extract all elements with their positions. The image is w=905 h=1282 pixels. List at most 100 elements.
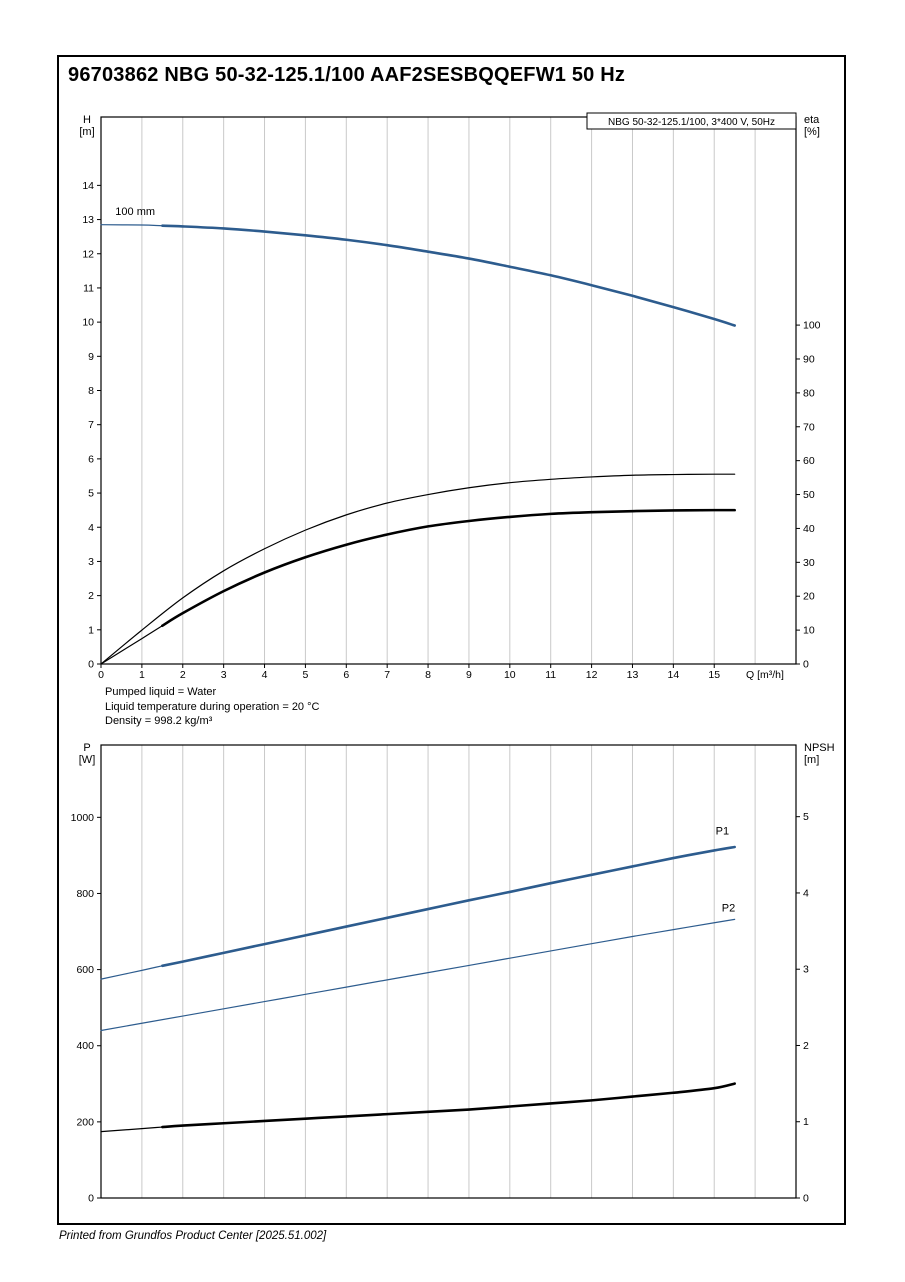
series-head-curve-100mm: 100 mm [100,206,736,327]
left-tick-label: 800 [76,888,94,900]
right-tick-label: 50 [803,489,815,501]
page-title: 96703862 NBG 50-32-125.1/100 AAF2SESBQQE… [68,64,626,86]
right-tick-label: 2 [803,1040,809,1052]
right-tick-label: 30 [803,557,815,569]
series-npsh [100,1082,736,1133]
series-line-thin-eta-pump-motor [100,509,736,665]
series-line-head-curve-100mm [161,224,736,327]
left-axis-title: H [83,114,91,126]
left-tick-label: 10 [82,317,94,329]
series-line-eta-pump-motor [161,508,736,628]
right-axis-ticks: 0 10 20 30 40 50 60 70 80 90 100 eta[%] [796,114,821,671]
plot-border [100,744,797,1199]
right-axis-title: NPSH [804,742,835,754]
x-tick-label: 0 [98,669,104,681]
right-tick-label: 0 [803,1193,809,1205]
right-tick-label: 70 [803,421,815,433]
x-tick-label: 5 [302,669,308,681]
left-tick-label: 2 [88,590,94,602]
left-tick-label: 8 [88,385,94,397]
right-tick-label: 3 [803,964,809,976]
info-density: Density = 998.2 kg/m³ [105,715,213,727]
left-tick-label: 11 [83,282,94,294]
left-axis-title: P [83,742,90,754]
x-tick-label: 15 [708,669,720,681]
x-tick-label: 13 [627,669,639,681]
x-tick-label: 10 [504,669,516,681]
gridlines [141,117,756,664]
right-tick-label: 80 [803,387,815,399]
annotation-head-curve-100mm: 100 mm [115,206,155,218]
right-axis-ticks: 0 1 2 3 4 5 NPSH[m] [796,742,835,1205]
left-tick-label: 0 [88,1193,94,1205]
left-tick-label: 1000 [71,812,95,824]
annotation-p2: P2 [722,903,735,915]
performance-chart-h-q-eta: 0 1 2 3 4 5 6 7 8 9 10 11 12 13 14 15 Q [m³/h]0123456789… [79,112,821,681]
info-liquid-temperature: Liquid temperature during operation = 20… [105,700,320,713]
power-npsh-chart: 0 200 400 600 800 1000 P[W] 0 1 2 3 4 5 NPSH[m] P1 P2 [71,742,835,1205]
x-tick-label: 12 [586,669,598,681]
right-axis-title: [m] [804,754,819,766]
series-eta-pump-motor [100,508,736,665]
x-tick-label: 11 [545,669,556,681]
left-axis-title: [m] [79,126,94,138]
x-tick-label: 7 [384,669,390,681]
series-line-eta-pump [100,473,736,665]
left-tick-label: 7 [88,419,94,431]
series-line-p1 [161,845,736,968]
x-tick-label: 9 [466,669,472,681]
footer-note: Printed from Grundfos Product Center [20… [59,1230,327,1242]
right-tick-label: 40 [803,523,815,535]
x-tick-label: 14 [668,669,680,681]
series-line-thin-head-curve-100mm [100,224,736,327]
left-tick-label: 12 [82,248,94,260]
right-tick-label: 10 [803,625,815,637]
x-axis-ticks: 0 1 2 3 4 5 6 7 8 9 10 11 12 13 14 15 Q [m³/h] [98,664,784,681]
liquid-info-block: Pumped liquid = Water Liquid temperature… [105,685,319,729]
left-tick-label: 3 [88,556,94,568]
right-tick-label: 60 [803,455,815,467]
right-axis-title: [%] [804,126,820,138]
gridlines [141,745,756,1198]
left-tick-label: 200 [76,1116,94,1128]
x-axis-label: Q [m³/h] [746,669,784,681]
series-p2: P2 [100,903,735,1032]
x-tick-label: 4 [262,669,268,681]
x-tick-label: 8 [425,669,431,681]
series-eta-pump [100,473,736,665]
chart-hq: 0 1 2 3 4 5 6 7 8 9 10 11 12 13 14 15 Q [m³/h]0123456789… [79,112,821,681]
series-p1: P1 [100,825,736,980]
right-axis-title: eta [804,114,820,126]
right-tick-label: 100 [803,320,821,332]
left-axis-title: [W] [79,754,96,766]
legend-box: NBG 50-32-125.1/100, 3*400 V, 50Hz [586,112,797,130]
left-tick-label: 1 [88,624,94,636]
left-tick-label: 0 [88,659,94,671]
chart-p-npsh: 0 200 400 600 800 1000 P[W] 0 1 2 3 4 5 NPSH[m] P1 P2 [71,742,835,1205]
left-tick-label: 4 [88,522,94,534]
left-tick-label: 5 [88,488,94,500]
annotation-p1: P1 [716,825,729,837]
left-axis-ticks: 0 200 400 600 800 1000 P[W] [71,742,101,1205]
right-tick-label: 90 [803,353,815,365]
left-tick-label: 9 [88,351,94,363]
x-tick-label: 1 [139,669,145,681]
left-tick-label: 6 [88,453,94,465]
x-tick-label: 3 [221,669,227,681]
x-tick-label: 2 [180,669,186,681]
left-tick-label: 13 [82,214,94,226]
legend-border [586,112,797,130]
left-tick-label: 14 [82,180,94,192]
right-tick-label: 0 [803,659,809,671]
right-tick-label: 5 [803,811,809,823]
left-tick-label: 600 [76,964,94,976]
left-tick-label: 400 [76,1040,94,1052]
right-tick-label: 1 [803,1116,809,1128]
right-tick-label: 20 [803,591,815,603]
series-line-npsh [161,1082,736,1129]
legend-text: NBG 50-32-125.1/100, 3*400 V, 50Hz [608,117,775,128]
x-tick-label: 6 [343,669,349,681]
info-pumped-liquid: Pumped liquid = Water [105,686,217,698]
